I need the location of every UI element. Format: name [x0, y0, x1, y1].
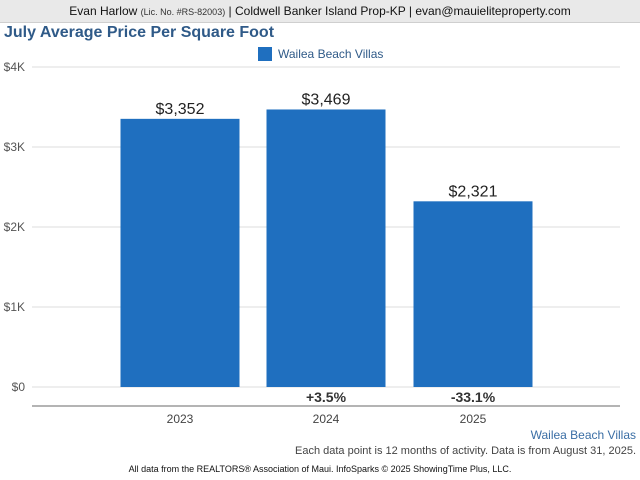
agent-email[interactable]: evan@mauieliteproperty.com [415, 4, 571, 18]
bar-2025 [413, 201, 533, 387]
y-tick-label: $3K [4, 140, 25, 154]
x-tick-label: 2024 [313, 412, 340, 426]
bar-value-label: $2,321 [449, 183, 498, 200]
bar-2024 [266, 109, 386, 387]
x-tick-label: 2025 [460, 412, 487, 426]
y-tick-label: $2K [4, 220, 25, 234]
bar-2023 [120, 118, 240, 387]
data-note: Each data point is 12 months of activity… [295, 445, 636, 457]
chart-legend: Wailea Beach Villas [258, 46, 383, 62]
agent-name: Evan Harlow [69, 4, 138, 18]
license-number: (Lic. No. #RS-82003) [140, 7, 226, 17]
copyright-footer: All data from the REALTORS® Association … [128, 464, 512, 474]
change-label: -33.1% [451, 389, 496, 405]
bar-chart: $0 $1K $2K $3K $4K $3,352 2023 $3,469 2024 +3.5% $… [4, 60, 620, 426]
change-label: +3.5% [306, 389, 347, 405]
y-tick-label: $4K [4, 60, 25, 74]
legend-swatch [258, 47, 272, 61]
y-tick-label: $0 [12, 380, 26, 394]
brokerage: | Coldwell Banker Island Prop-KP | [228, 4, 412, 18]
legend-label: Wailea Beach Villas [278, 47, 384, 61]
bar-value-label: $3,469 [302, 91, 351, 108]
agent-header: Evan Harlow (Lic. No. #RS-82003) | Coldw… [0, 0, 640, 23]
data-source-label: Wailea Beach Villas [530, 428, 636, 442]
bar-value-label: $3,352 [156, 101, 205, 118]
x-tick-label: 2023 [167, 412, 194, 426]
y-tick-label: $1K [4, 300, 25, 314]
chart-title: July Average Price Per Square Foot [4, 24, 275, 41]
